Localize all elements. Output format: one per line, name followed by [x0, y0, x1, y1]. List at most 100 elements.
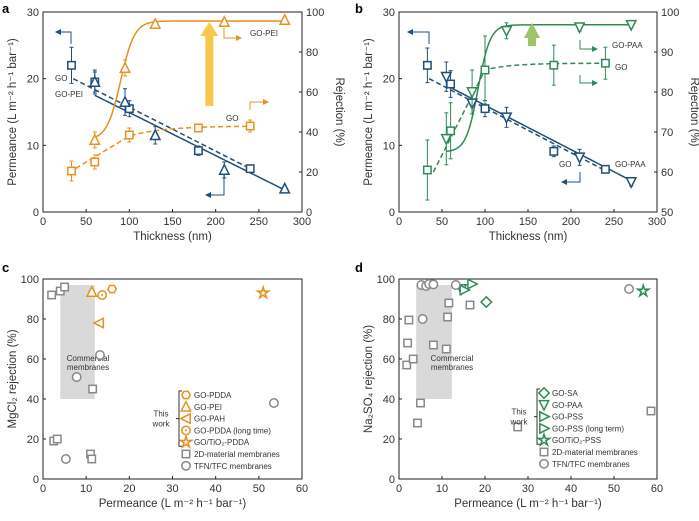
series-annotation: GO-PEI — [55, 90, 83, 99]
x-tick-label: 250 — [605, 216, 623, 228]
data-point — [47, 290, 57, 300]
data-point — [60, 454, 71, 464]
y-tick-label: 40 — [27, 394, 39, 406]
go-paa-rejection-fit — [446, 24, 631, 153]
y-right-tick-label: 100 — [306, 7, 324, 19]
data-point — [413, 418, 422, 428]
legend-marker — [177, 433, 195, 450]
series-go — [67, 46, 255, 174]
y-tick-label: 20 — [383, 434, 395, 446]
data-point — [193, 146, 203, 156]
axis-pointer-arrow — [223, 28, 242, 41]
data-point — [480, 295, 493, 309]
data-point — [573, 152, 586, 165]
improvement-arrow-head — [200, 22, 219, 36]
go-permeance-fit — [72, 77, 250, 169]
y-right-tick-label: 20 — [306, 167, 318, 179]
data-point — [443, 312, 453, 322]
improvement-arrow-head — [524, 22, 540, 38]
panel-letter: a — [2, 1, 10, 16]
legend-label: 2D-material membranes — [552, 448, 638, 457]
data-point — [459, 284, 472, 296]
improvement-arrow — [528, 38, 536, 46]
panel-letter: b — [355, 1, 363, 16]
data-point — [416, 398, 425, 408]
data-point — [440, 71, 453, 84]
data-point — [600, 58, 610, 68]
y-right-tick-label: 90 — [661, 47, 673, 59]
x-tick-label: 0 — [40, 483, 46, 495]
y-tick-label: 30 — [383, 7, 395, 19]
series-go-pss — [467, 278, 479, 290]
data-point — [52, 434, 62, 444]
x-tick-label: 150 — [163, 216, 181, 228]
data-point — [625, 177, 638, 189]
axis-pointer-arrow — [407, 29, 430, 44]
data-point — [149, 17, 162, 29]
x-tick-label: 50 — [253, 483, 265, 495]
y-axis-label: Permeance (L m⁻² h⁻¹ bar⁻¹) — [7, 38, 19, 186]
data-point-dot — [101, 294, 104, 296]
data-point — [422, 165, 432, 175]
y-tick-label: 0 — [389, 207, 395, 219]
legend-label: GO-PSS (long term) — [552, 424, 624, 433]
data-point — [549, 146, 559, 156]
data-point — [60, 282, 70, 292]
data-point — [408, 354, 418, 364]
data-point — [88, 75, 101, 87]
plot-frame — [42, 11, 303, 213]
legend-label: GO-PAA — [552, 401, 583, 410]
panel-letter: c — [2, 260, 9, 275]
data-point — [422, 60, 432, 70]
data-point — [441, 344, 451, 354]
y-right-tick-label: 60 — [306, 87, 318, 99]
series-annotation: GO — [226, 114, 238, 123]
y-right-tick-label: 0 — [306, 207, 312, 219]
series-go-pei — [88, 69, 291, 194]
legend-marker — [539, 458, 549, 469]
data-point — [193, 123, 203, 133]
data-point — [402, 360, 412, 370]
this-work-label: This — [511, 408, 526, 417]
legend-marker — [181, 460, 191, 471]
series-go — [422, 35, 610, 201]
legend-marker — [179, 412, 191, 425]
series-go — [67, 119, 255, 182]
data-point — [417, 314, 428, 324]
series-go-tio-pdda — [255, 284, 272, 300]
data-point — [573, 22, 586, 35]
data-point — [404, 315, 414, 325]
series-annotation: GO-PAA — [612, 41, 643, 50]
legend-label: GO-PDDA — [194, 391, 232, 400]
legend-label: GO-PEI — [194, 403, 222, 412]
data-point — [450, 280, 461, 290]
x-tick-label: 300 — [293, 216, 311, 228]
this-work-label: work — [152, 420, 171, 429]
data-point — [446, 126, 456, 136]
panel-a: a0 50 100 150 200 250 3000102030020406080100Th… — [2, 1, 345, 243]
axis-pointer-arrow — [249, 99, 269, 110]
y-right-tick-label: 50 — [661, 207, 673, 219]
data-point — [513, 422, 523, 432]
data-point — [500, 25, 513, 38]
y-tick-label: 20 — [27, 434, 39, 446]
legend-marker — [538, 399, 550, 412]
data-point — [149, 128, 162, 141]
x-tick-label: 50 — [608, 483, 620, 495]
axis-pointer-arrow — [55, 29, 72, 44]
this-work-bracket — [176, 390, 182, 447]
y-tick-label: 20 — [383, 74, 395, 86]
data-point — [255, 284, 272, 300]
data-point — [124, 130, 134, 140]
data-point — [90, 157, 100, 167]
series-annotation: GO — [55, 74, 67, 83]
legend-label: GO-PAH — [194, 415, 225, 424]
commercial-membranes-region — [60, 285, 95, 399]
y-right-tick-label: 40 — [306, 127, 318, 139]
data-point — [92, 317, 105, 329]
legend-marker — [537, 386, 551, 400]
x-tick-label: 40 — [210, 483, 222, 495]
legend-label: GO-PSS — [552, 413, 583, 422]
legend-marker-dot — [185, 429, 187, 432]
series-go-pss-long-term- — [459, 284, 472, 296]
